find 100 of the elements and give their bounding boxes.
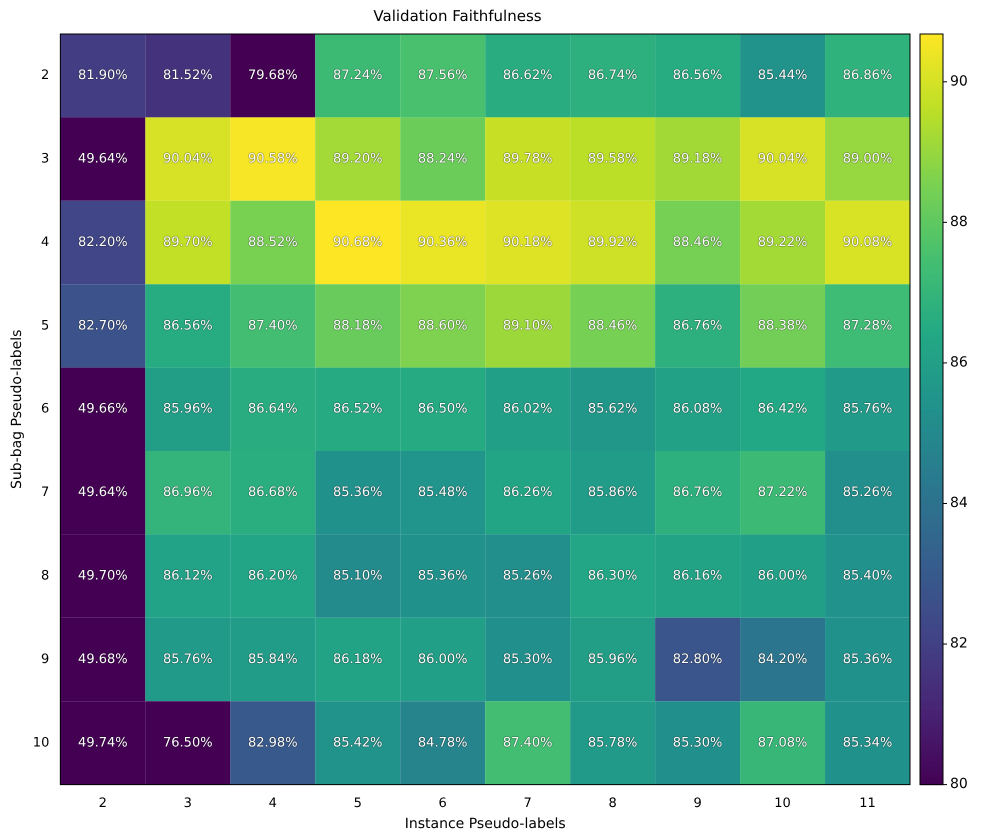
x-tick-label: 7 (524, 796, 532, 811)
y-tick-label: 3 (41, 151, 50, 166)
data-label: 87.40% (248, 318, 298, 334)
data-label: 89.70% (163, 234, 213, 250)
data-label: 89.58% (588, 151, 638, 166)
data-label: 88.52% (248, 234, 298, 250)
x-tick-label: 9 (693, 796, 702, 811)
data-label: 85.96% (588, 652, 638, 667)
data-label: 86.12% (163, 568, 213, 584)
data-label: 82.80% (672, 652, 722, 667)
data-label: 85.78% (588, 735, 638, 750)
data-label: 85.26% (502, 568, 552, 584)
data-label: 76.50% (163, 735, 213, 750)
data-label: 85.36% (418, 568, 468, 584)
data-label: 87.22% (758, 485, 808, 500)
data-label: 89.18% (672, 151, 722, 166)
x-tick-label: 8 (608, 796, 617, 811)
data-label: 89.10% (502, 318, 552, 334)
data-label: 86.76% (672, 318, 722, 334)
data-label: 85.36% (842, 652, 892, 667)
data-label: 85.86% (588, 485, 638, 500)
color-bar-label: 80 (950, 776, 968, 792)
data-label: 87.24% (332, 68, 383, 84)
data-label: 86.96% (163, 485, 213, 500)
data-label: 86.08% (672, 402, 722, 417)
data-label: 49.64% (78, 151, 128, 166)
data-label: 85.42% (332, 735, 383, 750)
data-label: 85.30% (502, 652, 552, 667)
data-label: 86.16% (672, 568, 722, 584)
data-label: 81.52% (163, 68, 213, 84)
data-label: 87.40% (502, 735, 552, 750)
data-label: 82.70% (78, 318, 128, 334)
data-label: 86.26% (502, 485, 552, 500)
data-label: 85.96% (163, 402, 213, 417)
data-label: 89.78% (502, 151, 552, 166)
data-label: 85.26% (842, 485, 892, 500)
color-bar-label: 84 (950, 495, 968, 512)
color-bar-label: 86 (950, 354, 968, 371)
y-tick-label: 4 (41, 234, 50, 250)
data-label: 87.56% (418, 68, 468, 84)
data-label: 86.86% (842, 68, 892, 84)
data-label: 90.04% (163, 151, 213, 166)
x-tick-label: 4 (268, 796, 277, 811)
data-label: 86.68% (248, 485, 298, 500)
data-label: 89.20% (332, 151, 383, 166)
data-label: 85.76% (842, 402, 892, 417)
data-label: 86.64% (248, 402, 298, 417)
x-tick-label: 11 (859, 796, 876, 811)
x-tick-label: 5 (354, 796, 362, 811)
y-tick-label: 6 (41, 402, 50, 417)
data-label: 89.00% (842, 151, 892, 166)
y-tick-label: 10 (32, 735, 50, 750)
data-label: 79.68% (248, 68, 298, 84)
y-tick-label: 9 (41, 652, 50, 667)
data-label: 84.20% (758, 652, 808, 667)
data-label: 87.08% (758, 735, 808, 750)
data-label: 90.08% (842, 234, 892, 250)
data-label: 49.74% (78, 735, 128, 750)
data-label: 82.20% (78, 234, 128, 250)
data-label: 85.10% (332, 568, 383, 584)
data-label: 88.46% (672, 234, 722, 250)
data-label: 86.18% (332, 652, 383, 667)
y-tick-label: 8 (41, 568, 50, 584)
data-label: 90.58% (248, 151, 298, 166)
data-label: 90.36% (418, 234, 468, 250)
y-tick-label: 5 (41, 318, 50, 334)
data-label: 86.42% (758, 402, 808, 417)
data-label: 86.56% (672, 68, 722, 84)
data-label: 87.28% (842, 318, 892, 334)
y-tick-label: 7 (41, 485, 50, 500)
data-label: 89.92% (588, 234, 638, 250)
data-label: 90.04% (758, 151, 808, 166)
data-label: 49.70% (78, 568, 128, 584)
x-tick-label: 10 (774, 796, 791, 811)
data-label: 49.68% (78, 652, 128, 667)
data-label: 49.64% (78, 485, 128, 500)
data-label: 85.76% (163, 652, 213, 667)
data-label: 86.30% (588, 568, 638, 584)
x-tick-label: 2 (98, 796, 107, 811)
data-label: 81.90% (78, 68, 128, 84)
data-label: 85.48% (418, 485, 468, 500)
data-label: 86.20% (248, 568, 298, 584)
x-tick-label: 3 (184, 796, 192, 811)
data-label: 82.98% (248, 735, 298, 750)
color-bar-label: 88 (950, 214, 968, 230)
data-label: 85.62% (588, 402, 638, 417)
data-label: 86.74% (588, 68, 638, 84)
data-label: 85.36% (332, 485, 383, 500)
data-label: 86.56% (163, 318, 213, 334)
data-label: 88.38% (758, 318, 808, 334)
data-label: 49.66% (78, 402, 128, 417)
data-label: 90.68% (332, 234, 383, 250)
data-label: 85.34% (842, 735, 892, 750)
data-label: 86.00% (418, 652, 468, 667)
color-bar-label: 82 (950, 636, 968, 652)
y-axis-title: Sub-bag Pseudo-labels (9, 330, 26, 490)
y-tick-label: 2 (41, 68, 50, 84)
data-label: 85.40% (842, 568, 892, 584)
chart-title: Validation Faithfulness (373, 6, 542, 25)
data-label: 86.62% (502, 68, 552, 84)
